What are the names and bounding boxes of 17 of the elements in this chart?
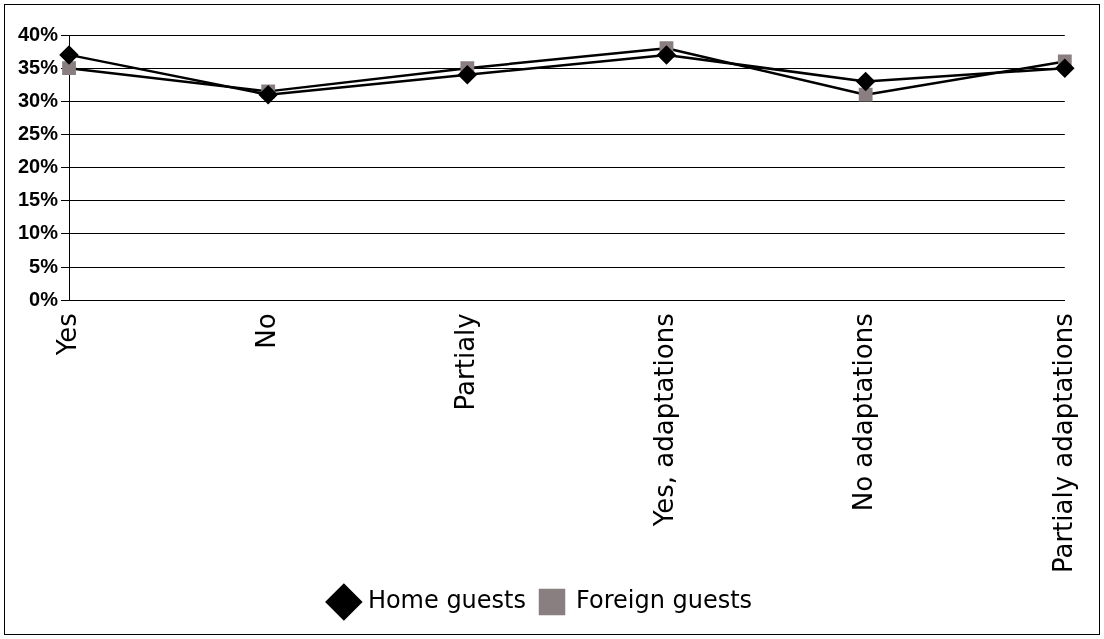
x-tick-label: Partialy adaptations xyxy=(1047,313,1078,574)
y-tick-label: 25% xyxy=(18,122,59,144)
x-tick-label: No xyxy=(250,313,281,349)
y-tick-label: 20% xyxy=(18,155,59,178)
y-tick-label: 15% xyxy=(18,188,59,211)
y-tick-label: 30% xyxy=(18,88,59,111)
x-tick-label: No adaptations xyxy=(848,313,879,512)
y-tick-label: 40% xyxy=(18,22,59,45)
legend-label: Foreign guests xyxy=(576,586,753,615)
x-tick-label: Yes xyxy=(51,313,82,357)
y-tick-label: 5% xyxy=(29,254,59,277)
x-tick-label: Yes, adaptations xyxy=(649,313,680,528)
y-tick-label: 10% xyxy=(18,221,59,244)
legend-label: Home guests xyxy=(367,586,527,615)
y-tick-label: 35% xyxy=(18,55,59,78)
y-tick-label: 0% xyxy=(29,287,59,310)
x-tick-label: Partialy xyxy=(450,313,481,411)
